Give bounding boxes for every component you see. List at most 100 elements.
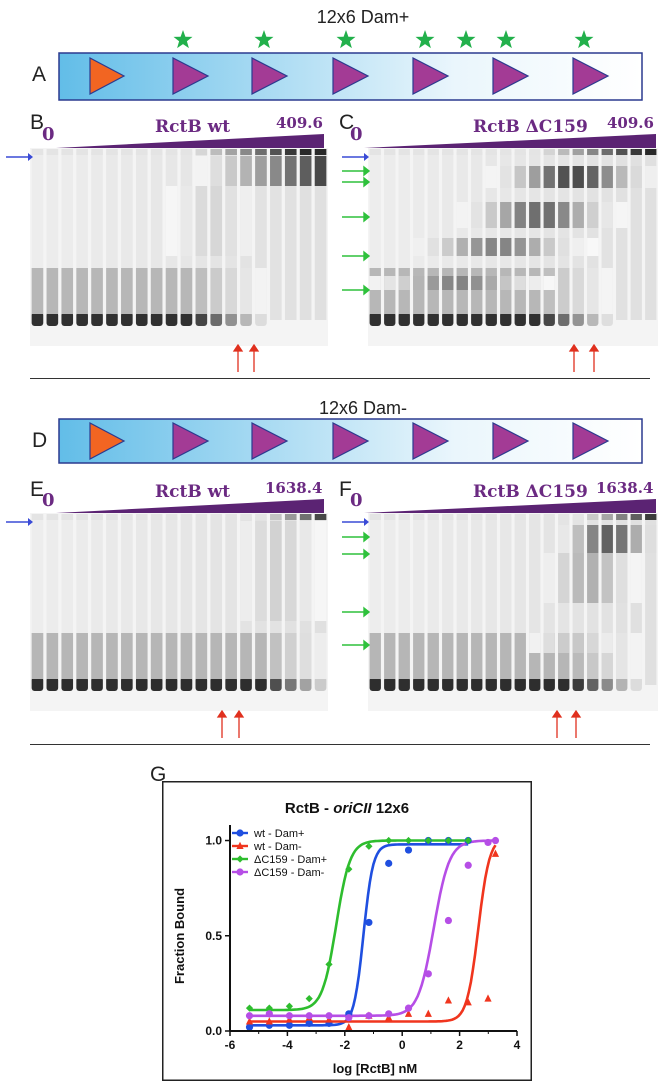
complex-band — [485, 202, 497, 228]
gatc-star — [574, 30, 594, 49]
complex-band — [616, 553, 628, 603]
lane-smear — [91, 517, 103, 685]
free-probe-band — [225, 312, 237, 326]
free-probe-band — [61, 677, 74, 691]
complex-band — [645, 525, 657, 553]
data-point — [365, 918, 373, 927]
free-probe-band — [529, 677, 541, 691]
lane-smear — [121, 517, 133, 685]
probe-tail — [543, 633, 555, 679]
gel-f — [368, 513, 658, 711]
free-probe-band — [255, 677, 267, 691]
gel-e-lanes — [31, 514, 327, 691]
complex-band — [616, 166, 628, 188]
well-band — [500, 149, 512, 155]
lane-smear — [369, 152, 381, 320]
free-probe-band — [135, 312, 148, 326]
free-probe-band — [31, 312, 44, 326]
lane-smear — [616, 152, 628, 320]
complex-band — [500, 166, 512, 188]
complex-band — [558, 238, 570, 256]
well-band — [46, 149, 59, 155]
lane-smear — [413, 517, 425, 685]
probe-tail — [456, 268, 468, 314]
probe-tail — [442, 268, 454, 314]
probe-tail — [587, 633, 599, 679]
probe-tail — [427, 633, 439, 679]
gel-f-arrows — [342, 518, 370, 651]
probe-tail — [165, 633, 178, 679]
data-point — [345, 1022, 353, 1031]
complex-band — [413, 276, 425, 290]
lane-smear — [150, 517, 163, 685]
probe-tail — [180, 633, 193, 679]
complex-band — [500, 276, 512, 290]
free-probe-band — [180, 677, 193, 691]
free-probe-band — [500, 312, 512, 326]
free-probe-band — [413, 677, 425, 691]
data-point — [265, 1004, 273, 1012]
well-band — [165, 514, 178, 520]
well-band — [314, 514, 327, 520]
data-point — [491, 849, 500, 857]
probe-tail — [31, 633, 44, 679]
complex-band — [587, 525, 599, 553]
well-band — [645, 149, 657, 155]
legend-label: ΔC159 - Dam- — [254, 867, 325, 879]
free-probe-band — [384, 677, 396, 691]
lane-smear — [180, 517, 193, 685]
lane-smear — [529, 517, 541, 685]
free-probe-band — [270, 677, 282, 691]
complex-band — [299, 521, 312, 621]
gel-e-gradient-wedge — [56, 499, 324, 513]
well-band — [195, 514, 208, 520]
complex-band — [558, 525, 570, 553]
well-band — [398, 149, 410, 155]
probe-tail — [572, 633, 584, 679]
well-band — [558, 514, 570, 520]
well-band — [427, 149, 439, 155]
well-band — [180, 514, 193, 520]
lane-smear — [121, 152, 133, 320]
complex-band — [529, 633, 541, 653]
complex-band — [601, 166, 613, 188]
well-band — [121, 514, 133, 520]
well-band — [630, 514, 642, 520]
gel-b-red-arrows — [232, 344, 260, 372]
probe-tail — [180, 268, 193, 314]
gel-b-well-arrow — [6, 153, 33, 161]
well-band — [413, 149, 425, 155]
iteron-triangle-5 — [492, 57, 530, 95]
well-band — [225, 149, 237, 155]
probe-tail — [558, 268, 570, 314]
free-probe-band — [543, 677, 555, 691]
probe-tail — [284, 633, 297, 679]
gatc-star — [173, 30, 193, 49]
well-band — [514, 149, 526, 155]
probe-tail — [225, 268, 237, 314]
gel-c-red-arrows — [568, 344, 600, 372]
probe-tail — [135, 268, 148, 314]
free-probe-band — [543, 312, 555, 326]
origin-triangle — [89, 57, 126, 95]
lane-smear — [514, 152, 526, 320]
probe-tail — [255, 633, 267, 679]
iteron-triangle-6 — [572, 57, 610, 95]
free-probe-band — [135, 677, 148, 691]
gel-e-red-arrows — [216, 710, 245, 738]
well-band — [76, 149, 88, 155]
free-probe-band — [180, 312, 193, 326]
lane-smear — [314, 152, 327, 320]
data-point — [285, 1021, 294, 1029]
complex-band — [255, 521, 267, 621]
free-probe-band — [314, 677, 327, 691]
data-point — [491, 836, 500, 845]
x-tick-label: 0 — [399, 1038, 406, 1052]
free-probe-band — [427, 312, 439, 326]
well-band — [456, 514, 468, 520]
legend-label: wt - Dam- — [253, 841, 302, 853]
lane-smear — [587, 152, 599, 320]
lane-smear — [31, 152, 44, 320]
well-band — [91, 514, 103, 520]
free-probe-band — [240, 677, 252, 691]
